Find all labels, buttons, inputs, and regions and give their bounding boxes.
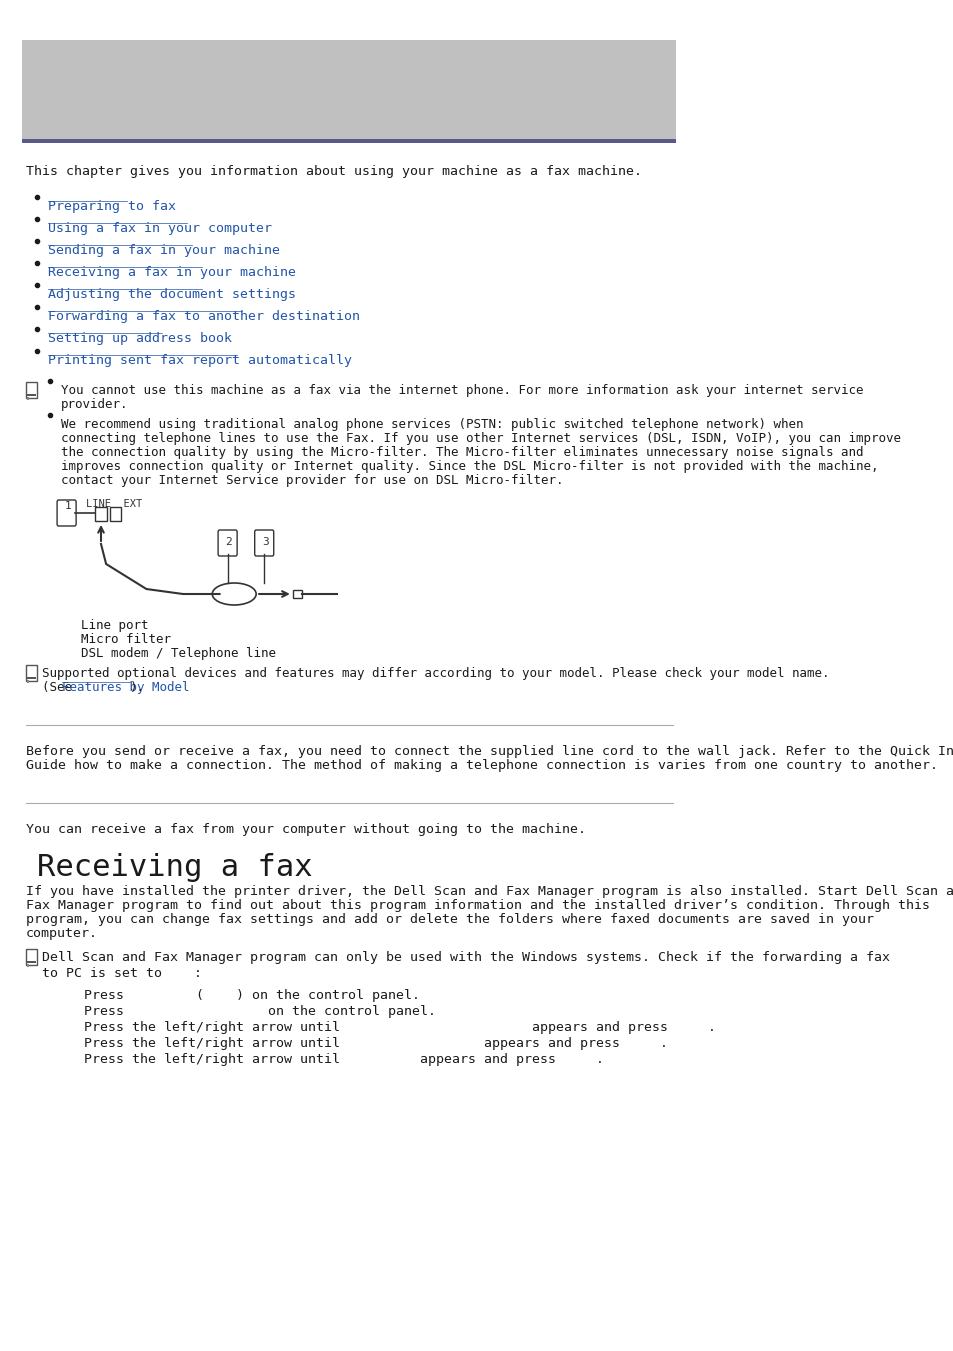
FancyBboxPatch shape <box>57 500 76 526</box>
Text: program, you can change fax settings and add or delete the folders where faxed d: program, you can change fax settings and… <box>26 913 873 925</box>
Text: Press the left/right arrow until                  appears and press     .: Press the left/right arrow until appears… <box>84 1038 667 1050</box>
Text: Preparing to fax: Preparing to fax <box>48 200 175 213</box>
Text: Press         (    ) on the control panel.: Press ( ) on the control panel. <box>84 989 419 1002</box>
Text: 3: 3 <box>262 536 269 547</box>
Text: You cannot use this machine as a fax via the internet phone. For more informatio: You cannot use this machine as a fax via… <box>61 384 862 397</box>
Bar <box>27 961 36 963</box>
Bar <box>26 665 37 681</box>
Text: Dell Scan and Fax Manager program can only be used with the Windows systems. Che: Dell Scan and Fax Manager program can on… <box>42 951 889 965</box>
Bar <box>27 680 30 684</box>
Text: Features by Model: Features by Model <box>62 681 190 694</box>
Bar <box>95 507 107 521</box>
Bar <box>27 397 30 400</box>
Text: provider.: provider. <box>61 399 128 411</box>
Text: Micro filter: Micro filter <box>80 634 171 646</box>
Text: connecting telephone lines to use the Fax. If you use other Internet services (D: connecting telephone lines to use the Fa… <box>61 432 900 444</box>
Text: to PC is set to    :: to PC is set to : <box>42 967 202 979</box>
FancyBboxPatch shape <box>22 41 676 141</box>
Bar <box>110 507 121 521</box>
Text: Line port: Line port <box>80 619 148 632</box>
Text: the connection quality by using the Micro-filter. The Micro-filter eliminates un: the connection quality by using the Micr… <box>61 446 862 459</box>
Text: 2: 2 <box>225 536 232 547</box>
Text: contact your Internet Service provider for use on DSL Micro-filter.: contact your Internet Service provider f… <box>61 474 562 486</box>
Text: Receiving a fax in your machine: Receiving a fax in your machine <box>48 266 295 280</box>
Text: Receiving a fax: Receiving a fax <box>36 852 312 882</box>
Bar <box>22 139 676 143</box>
Bar <box>27 677 36 680</box>
Text: Forwarding a fax to another destination: Forwarding a fax to another destination <box>48 309 359 323</box>
Text: If you have installed the printer driver, the Dell Scan and Fax Manager program : If you have installed the printer driver… <box>26 885 953 898</box>
Text: Printing sent fax report automatically: Printing sent fax report automatically <box>48 354 352 367</box>
FancyBboxPatch shape <box>254 530 274 557</box>
Text: Press the left/right arrow until                        appears and press     .: Press the left/right arrow until appears… <box>84 1021 716 1034</box>
Text: Using a fax in your computer: Using a fax in your computer <box>48 222 272 235</box>
Text: Sending a fax in your machine: Sending a fax in your machine <box>48 245 279 257</box>
Text: DSL modem / Telephone line: DSL modem / Telephone line <box>80 647 275 661</box>
Text: Supported optional devices and features may differ according to your model. Plea: Supported optional devices and features … <box>42 667 829 680</box>
Text: This chapter gives you information about using your machine as a fax machine.: This chapter gives you information about… <box>26 165 641 178</box>
Text: Guide how to make a connection. The method of making a telephone connection is v: Guide how to make a connection. The meth… <box>26 759 937 771</box>
Text: LINE  EXT: LINE EXT <box>87 499 142 509</box>
Text: Fax Manager program to find out about this program information and the installed: Fax Manager program to find out about th… <box>26 898 928 912</box>
FancyBboxPatch shape <box>218 530 237 557</box>
Text: 1: 1 <box>65 501 71 511</box>
Text: Adjusting the document settings: Adjusting the document settings <box>48 288 295 301</box>
Bar <box>27 965 30 967</box>
Ellipse shape <box>212 584 256 605</box>
Text: computer.: computer. <box>26 927 97 940</box>
Bar <box>26 382 37 399</box>
Bar <box>27 394 36 396</box>
Text: (See: (See <box>42 681 80 694</box>
Bar <box>293 590 301 598</box>
Text: Setting up address book: Setting up address book <box>48 332 232 345</box>
Text: ).: ). <box>130 681 145 694</box>
Text: Press the left/right arrow until          appears and press     .: Press the left/right arrow until appears… <box>84 1052 603 1066</box>
Text: Before you send or receive a fax, you need to connect the supplied line cord to : Before you send or receive a fax, you ne… <box>26 744 953 758</box>
Text: Press                  on the control panel.: Press on the control panel. <box>84 1005 436 1019</box>
Text: We recommend using traditional analog phone services (PSTN: public switched tele: We recommend using traditional analog ph… <box>61 417 802 431</box>
Text: improves connection quality or Internet quality. Since the DSL Micro-filter is n: improves connection quality or Internet … <box>61 459 878 473</box>
Bar <box>26 948 37 965</box>
Text: You can receive a fax from your computer without going to the machine.: You can receive a fax from your computer… <box>26 823 585 836</box>
